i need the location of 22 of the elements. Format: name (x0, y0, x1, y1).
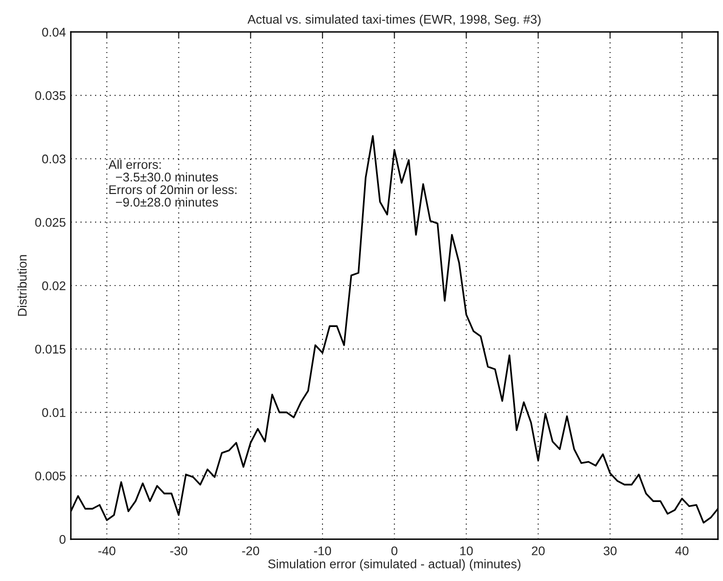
y-tick-label: 0.005 (35, 472, 66, 480)
annotation: All errors: −3.5±30.0 minutes Errors of 20min or less: −9.0±28.0 minutes (108, 160, 236, 207)
x-tick-label: -10 (314, 546, 332, 556)
y-tick-label: 0.015 (35, 344, 66, 354)
y-tick-label: 0.03 (42, 154, 66, 164)
x-tick-label: -40 (98, 546, 116, 556)
chart-title: Actual vs. simulated taxi-times (EWR, 1998, Seg. #3) (248, 14, 541, 26)
x-tick-label: -30 (170, 546, 188, 556)
x-tick-label: 20 (532, 546, 545, 556)
y-axis-title: Distribution (18, 255, 27, 316)
x-tick-label: 0 (391, 546, 398, 556)
y-tick-label: 0.02 (42, 281, 66, 290)
y-tick-label: 0.04 (42, 28, 66, 37)
x-axis-title: Simulation error (simulated - actual) (minutes) (268, 559, 520, 571)
y-tick-label: 0.025 (35, 218, 66, 227)
y-tick-label: 0.035 (35, 91, 66, 100)
y-tick-label: 0 (60, 534, 66, 544)
x-tick-label: 30 (604, 546, 617, 556)
y-tick-label: 0.01 (42, 408, 66, 418)
x-tick-label: 10 (460, 546, 473, 556)
x-tick-label: -20 (242, 546, 260, 556)
x-tick-label: 40 (675, 546, 688, 556)
